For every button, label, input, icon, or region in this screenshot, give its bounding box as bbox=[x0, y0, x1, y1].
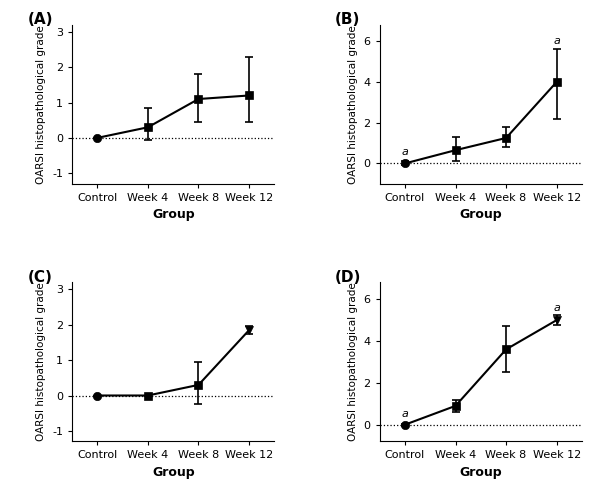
Y-axis label: OARSI histopathological grade: OARSI histopathological grade bbox=[348, 25, 358, 184]
Text: (A): (A) bbox=[28, 12, 53, 27]
Text: (C): (C) bbox=[28, 270, 52, 285]
Y-axis label: OARSI histopathological grade: OARSI histopathological grade bbox=[37, 25, 46, 184]
Text: a: a bbox=[401, 147, 409, 157]
Text: (B): (B) bbox=[335, 12, 361, 27]
Text: a: a bbox=[553, 303, 560, 313]
Y-axis label: OARSI histopathological grade: OARSI histopathological grade bbox=[348, 283, 358, 441]
Text: a: a bbox=[401, 410, 409, 420]
Text: a: a bbox=[553, 36, 560, 46]
X-axis label: Group: Group bbox=[152, 208, 194, 221]
X-axis label: Group: Group bbox=[460, 208, 502, 221]
Text: (D): (D) bbox=[335, 270, 361, 285]
Y-axis label: OARSI histopathological grade: OARSI histopathological grade bbox=[37, 283, 46, 441]
X-axis label: Group: Group bbox=[460, 466, 502, 479]
X-axis label: Group: Group bbox=[152, 466, 194, 479]
